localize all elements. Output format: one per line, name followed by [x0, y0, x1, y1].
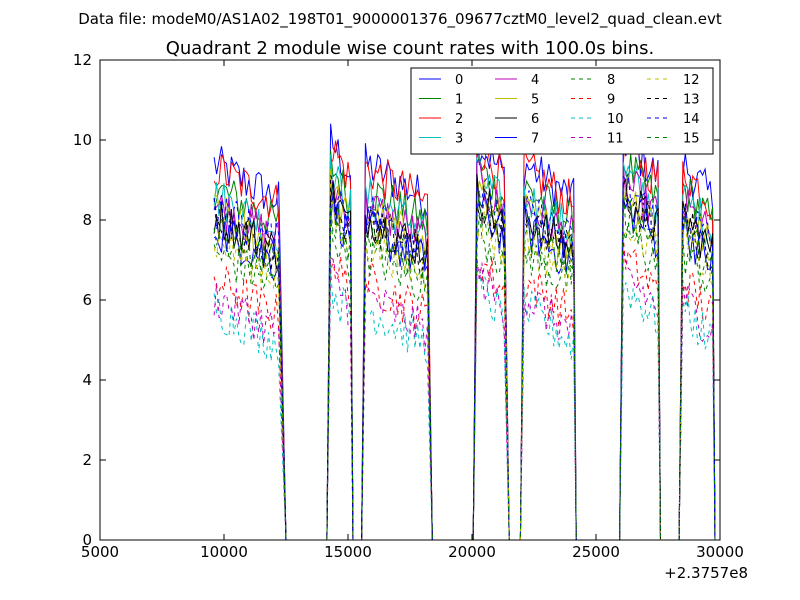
- x-tick-label: 5000: [81, 543, 119, 561]
- y-tick-label: 10: [73, 131, 92, 149]
- legend-label-4: 4: [531, 73, 539, 88]
- legend-label-13: 13: [683, 93, 700, 108]
- legend-label-1: 1: [455, 93, 463, 108]
- x-offset-label: +2.3757e8: [664, 564, 748, 582]
- y-tick-label: 8: [82, 211, 92, 229]
- x-tick-label: 20000: [448, 543, 496, 561]
- x-tick-label: 25000: [572, 543, 620, 561]
- legend-label-0: 0: [455, 73, 463, 88]
- series-line-12: [213, 200, 716, 540]
- series-line-8: [213, 212, 716, 540]
- series-line-13: [213, 175, 716, 540]
- y-tick-label: 6: [82, 291, 92, 309]
- legend-label-14: 14: [683, 112, 700, 127]
- x-tick-label: 15000: [324, 543, 372, 561]
- y-tick-label: 0: [82, 531, 92, 549]
- legend-label-11: 11: [607, 132, 624, 147]
- x-tick-label: 30000: [696, 543, 744, 561]
- legend-label-3: 3: [455, 132, 463, 147]
- y-tick-label: 2: [82, 451, 92, 469]
- legend-label-8: 8: [607, 73, 615, 88]
- legend-label-2: 2: [455, 112, 463, 127]
- legend-label-7: 7: [531, 132, 539, 147]
- series-layer: [213, 123, 716, 540]
- series-line-10: [213, 264, 716, 540]
- y-tick-label: 4: [82, 371, 92, 389]
- y-tick-label: 12: [73, 51, 92, 69]
- legend-label-5: 5: [531, 93, 539, 108]
- chart-title: Quadrant 2 module wise count rates with …: [166, 38, 655, 59]
- figure-suptitle: Data file: modeM0/AS1A02_198T01_90000013…: [78, 10, 722, 29]
- legend-box: [410, 67, 714, 155]
- series-line-15: [213, 186, 716, 540]
- legend-label-10: 10: [607, 112, 624, 127]
- legend-label-15: 15: [683, 132, 700, 147]
- legend-label-6: 6: [531, 112, 539, 127]
- x-tick-label: 10000: [200, 543, 248, 561]
- legend-label-9: 9: [607, 93, 615, 108]
- legend-label-12: 12: [683, 73, 700, 88]
